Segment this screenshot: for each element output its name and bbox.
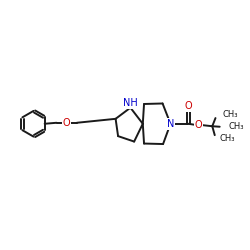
Text: CH₃: CH₃ <box>222 110 238 119</box>
Text: CH₃: CH₃ <box>220 134 235 143</box>
Text: CH₃: CH₃ <box>228 122 244 131</box>
Text: O: O <box>195 120 202 130</box>
Text: O: O <box>184 101 192 111</box>
Text: N: N <box>167 119 174 129</box>
Text: O: O <box>62 118 70 128</box>
Text: NH: NH <box>123 98 138 108</box>
